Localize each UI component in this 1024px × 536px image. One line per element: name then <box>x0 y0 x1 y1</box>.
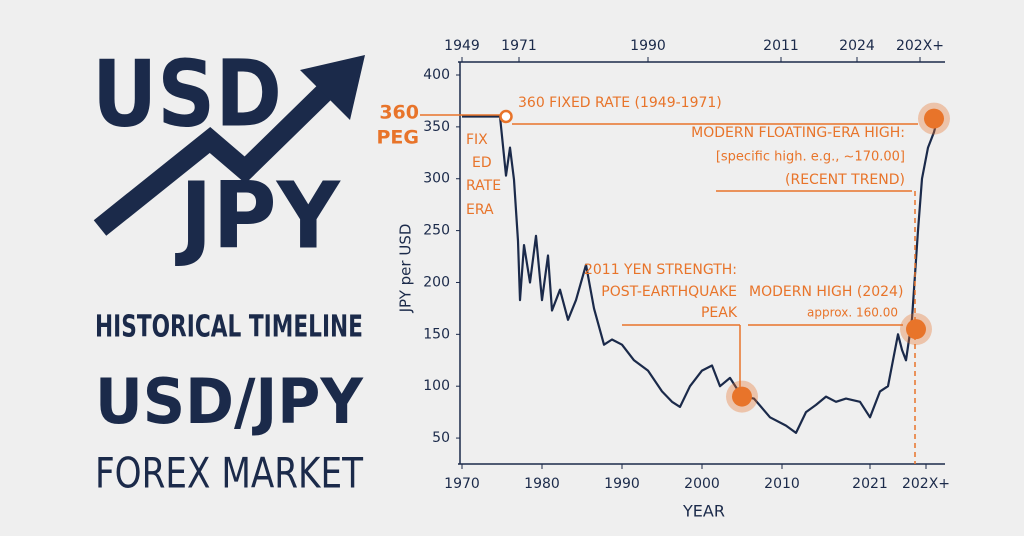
annotation-point <box>499 109 513 124</box>
y-tick-label: 350 <box>423 119 450 135</box>
x-tick-label: 1970 <box>444 476 480 492</box>
annotation-text: FIX <box>466 132 488 148</box>
x-axis-label: YEAR <box>682 502 725 521</box>
annotation-text: approx. 160.00 <box>807 306 898 320</box>
y-tick-label: 150 <box>423 326 450 342</box>
y-tick-label: 400 <box>423 67 450 83</box>
annotation-text: ED <box>472 155 492 171</box>
annotation-text: [specific high. e.g., ~170.00] <box>716 150 905 165</box>
annotation-point <box>906 319 926 340</box>
market-title: FOREX MARKET <box>95 449 363 498</box>
top-axis-label: 1990 <box>630 38 666 54</box>
x-tick-label: 202X+ <box>902 476 950 492</box>
annotation-text: 2011 YEN STRENGTH: <box>584 262 737 278</box>
annotation-text: MODERN HIGH (2024) <box>749 284 903 300</box>
pair-title: USD/JPY <box>95 365 364 438</box>
annotation-text: RATE <box>466 178 501 194</box>
logo-usd: USD <box>92 40 282 147</box>
logo-jpy: JPY <box>174 162 341 269</box>
y-tick-label: 250 <box>423 223 450 239</box>
top-axis-label: 1949 <box>444 38 480 54</box>
price-line <box>462 115 940 434</box>
annotation-text: POST-EARTHQUAKE <box>601 284 737 300</box>
logo-arrow <box>93 74 342 236</box>
y-tick-label: 300 <box>423 171 450 187</box>
logo-arrowhead <box>300 55 365 120</box>
x-tick-label: 2021 <box>852 476 888 492</box>
top-axis-label: 1971 <box>501 38 537 54</box>
x-tick-label: 2010 <box>764 476 800 492</box>
x-tick-label: 1990 <box>604 476 640 492</box>
annotation-text: PEAK <box>701 305 738 321</box>
annotation-text: ERA <box>466 202 494 218</box>
annotation-text: 360 <box>379 102 419 124</box>
top-axis-label: 2024 <box>839 38 875 54</box>
annotation-point <box>924 108 944 129</box>
top-axis-label: 202X+ <box>896 38 944 54</box>
y-tick-label: 200 <box>423 274 450 290</box>
annotation-text: MODERN FLOATING-ERA HIGH: <box>691 125 905 141</box>
annotation-text: (RECENT TREND) <box>785 172 905 188</box>
top-axis-label: 2011 <box>763 38 799 54</box>
y-tick-label: 50 <box>432 430 450 446</box>
annotation-point <box>732 386 752 407</box>
annotation-text: PEG <box>377 127 420 149</box>
subtitle: HISTORICAL TIMELINE <box>95 310 363 345</box>
y-axis-label: JPY per USD <box>397 224 415 314</box>
x-tick-label: 1980 <box>524 476 560 492</box>
y-tick-label: 100 <box>423 378 450 394</box>
x-tick-label: 2000 <box>684 476 720 492</box>
annotation-text: 360 FIXED RATE (1949-1971) <box>518 95 722 111</box>
